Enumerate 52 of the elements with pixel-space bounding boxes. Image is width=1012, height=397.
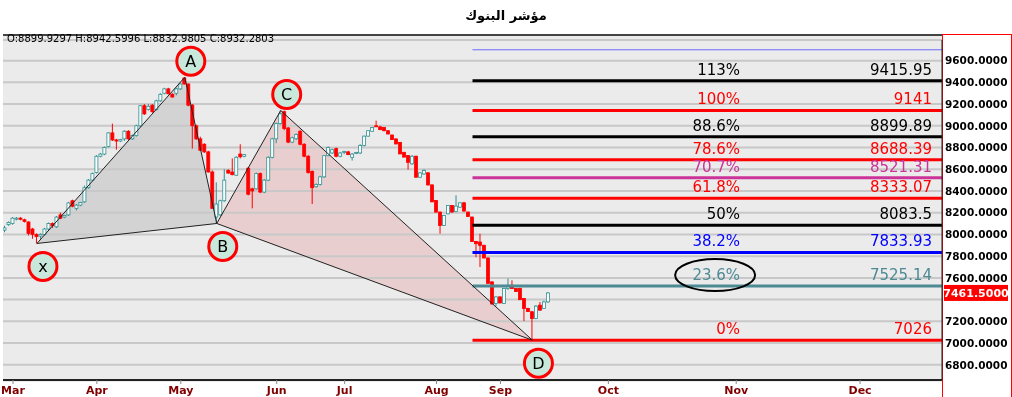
annotation: 38.2% bbox=[692, 232, 741, 251]
y-tick-label: 7800.0000 bbox=[945, 249, 1008, 262]
annotation: 78.6% bbox=[692, 139, 741, 158]
y-tick-label: 7200.0000 bbox=[945, 315, 1008, 328]
ref-line-label: 8521.31 bbox=[869, 157, 932, 176]
annotation: 113% bbox=[697, 60, 741, 79]
ref-line-label: 8333.07 bbox=[869, 178, 932, 197]
annotation: C bbox=[281, 85, 293, 105]
x-tick-label: Sep bbox=[488, 383, 513, 397]
annotation: 61.8% bbox=[692, 178, 741, 197]
y-tick-label: 8000.0000 bbox=[945, 228, 1008, 241]
x-tick-label: Mar bbox=[1, 383, 26, 397]
y-tick-label: 6800.0000 bbox=[945, 358, 1008, 371]
annotation: 88.6% bbox=[692, 116, 741, 135]
annotation: 70.7% bbox=[692, 157, 741, 176]
ref-line-label: 9415.95 bbox=[869, 60, 932, 79]
y-tick-label: 9200.0000 bbox=[945, 97, 1008, 110]
ref-line-label: 8899.89 bbox=[869, 116, 932, 135]
y-tick-label: 7000.0000 bbox=[945, 336, 1008, 349]
x-tick-label: Aug bbox=[424, 383, 449, 397]
ref-line-label: 8083.5 bbox=[879, 205, 932, 224]
annotation: O:8899.9297 H:8942.5996 L:8832.9805 C:8932.2803 bbox=[7, 33, 275, 44]
annotation: 50% bbox=[706, 205, 741, 224]
x-tick-label: Jun bbox=[265, 383, 287, 397]
annotation: A bbox=[185, 52, 197, 72]
chart-title: مؤشر البنوك bbox=[464, 8, 548, 23]
x-tick-label: Apr bbox=[85, 383, 109, 397]
ref-line-label: 7525.14 bbox=[869, 266, 932, 285]
annotation: x bbox=[38, 257, 48, 277]
text: 7461.5000 bbox=[943, 286, 1010, 300]
y-tick-label: 8200.0000 bbox=[945, 206, 1008, 219]
x-tick-label: Nov bbox=[724, 383, 750, 397]
y-tick-label: 7600.0000 bbox=[945, 271, 1008, 284]
ref-line-label: 7026 bbox=[893, 320, 932, 339]
annotation: B bbox=[217, 237, 229, 257]
y-tick-label: 8400.0000 bbox=[945, 184, 1008, 197]
ref-line-label: 9141 bbox=[893, 90, 932, 109]
y-tick-label: 9000.0000 bbox=[945, 119, 1008, 132]
y-tick-label: 8800.0000 bbox=[945, 141, 1008, 154]
x-tick-label: Oct bbox=[597, 383, 619, 397]
ref-line-label: 7833.93 bbox=[869, 232, 932, 251]
y-tick-label: 9400.0000 bbox=[945, 76, 1008, 89]
x-tick-label: Jul bbox=[335, 383, 353, 397]
x-tick-label: May bbox=[168, 383, 194, 397]
y-tick-label: 9600.0000 bbox=[945, 54, 1008, 67]
y-tick-label: 8600.0000 bbox=[945, 162, 1008, 175]
annotation: D bbox=[532, 354, 545, 374]
x-tick-label: Dec bbox=[848, 383, 872, 397]
annotation: 100% bbox=[697, 90, 741, 109]
annotation: 0% bbox=[716, 320, 741, 339]
ref-line-label: 8688.39 bbox=[869, 139, 932, 158]
annotation: 23.6% bbox=[692, 266, 741, 285]
